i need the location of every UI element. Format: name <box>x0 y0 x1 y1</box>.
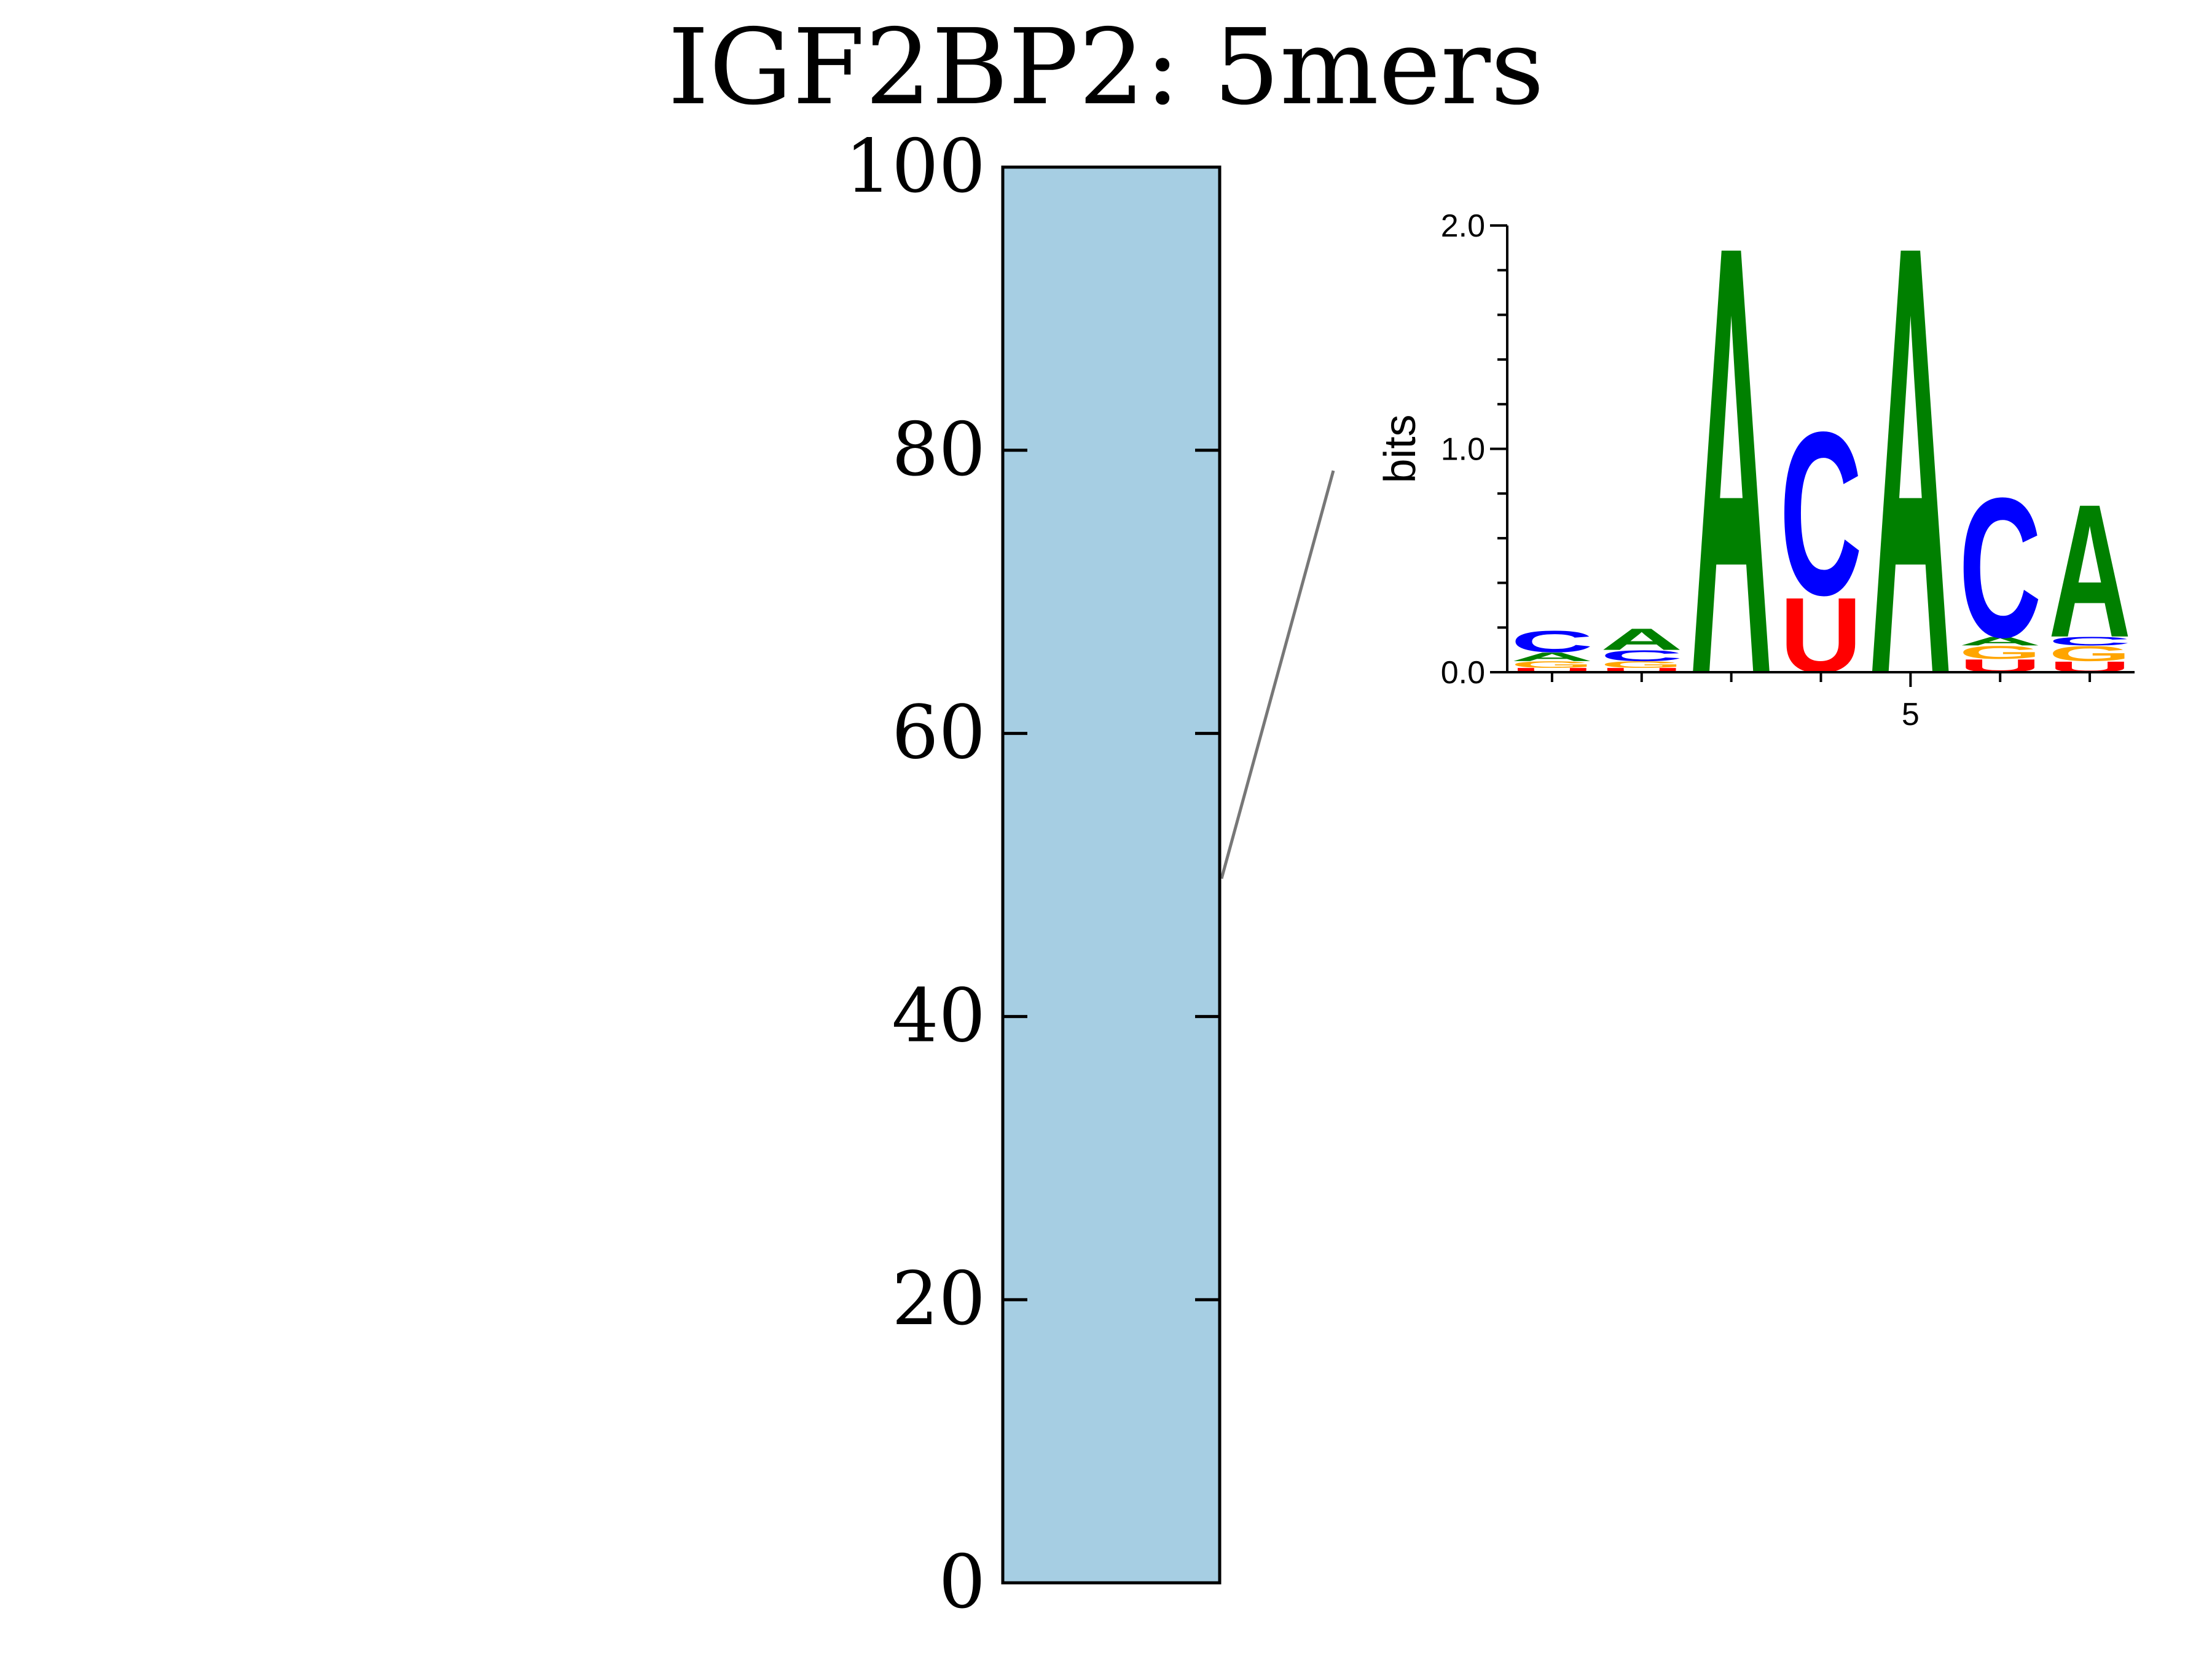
y-axis-label: bits <box>1376 414 1425 483</box>
y-tick-label: 2.0 <box>1441 208 1485 244</box>
logo-letter: C <box>1779 383 1862 644</box>
logo-letter: G <box>1511 659 1593 670</box>
y-tick-label: 0.0 <box>1441 655 1485 691</box>
logo-letter: C <box>1959 457 2041 679</box>
chart-title: IGF2BP2: 5mers <box>668 7 1544 128</box>
logo-letter: A <box>1959 635 2041 648</box>
logo-letter: A <box>1690 118 1773 802</box>
connector <box>1220 470 1335 879</box>
x-tick-label: 5 <box>1902 697 1920 732</box>
logo-letter: A <box>1511 650 1593 664</box>
y-tick-label: 20 <box>892 1257 986 1342</box>
logo-letter: C <box>2049 635 2131 648</box>
y-tick-label: 1.0 <box>1441 432 1485 468</box>
y-tick-label: 60 <box>892 691 986 776</box>
plot-frame <box>1001 165 1222 1585</box>
logo-letter: C <box>1601 648 1683 665</box>
y-tick-label: 40 <box>892 973 986 1059</box>
y-tick-label: 100 <box>845 124 986 210</box>
logo-letter: G <box>2049 641 2131 665</box>
y-tick-label: 80 <box>892 407 986 493</box>
logo-letter: A <box>1601 622 1683 656</box>
logo-letter: A <box>1869 118 1951 802</box>
logo-letter: G <box>1601 659 1683 670</box>
logo-letter: G <box>1959 642 2041 663</box>
y-tick-label: 0 <box>939 1540 986 1625</box>
logo-letter: U <box>1601 667 1683 673</box>
logo-letter: A <box>2049 465 2131 677</box>
logo-letter: U <box>1511 667 1593 673</box>
logo-letter: C <box>1511 624 1593 659</box>
bar <box>1003 167 1220 1583</box>
